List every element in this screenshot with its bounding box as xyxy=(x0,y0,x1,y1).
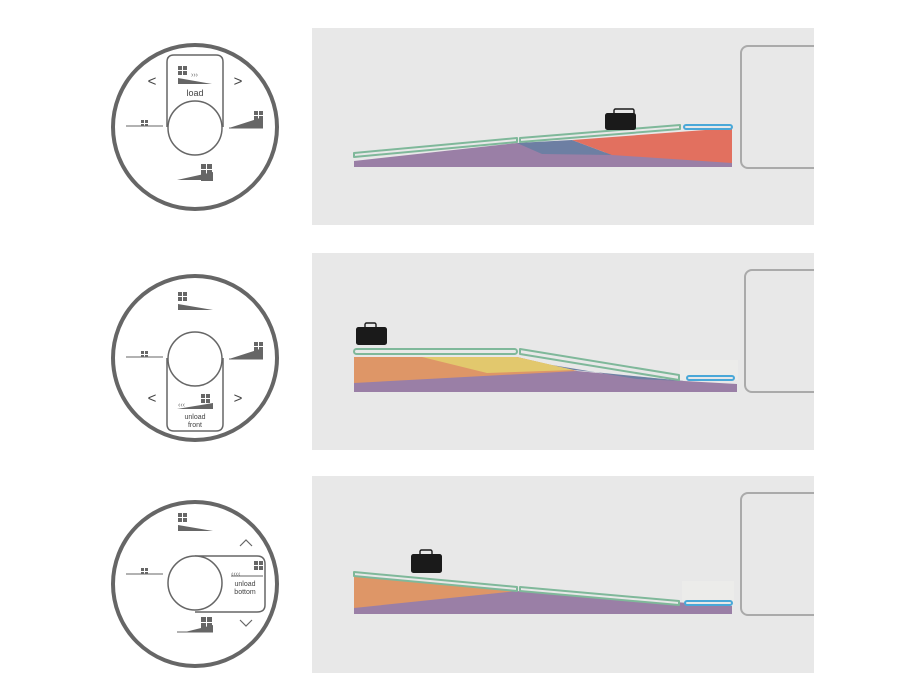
scene-panel-unload-front xyxy=(312,253,814,450)
wedge-purple-upper xyxy=(354,143,732,167)
svg-text:‹‹‹: ‹‹‹ xyxy=(178,402,186,409)
unload-left-icon[interactable] xyxy=(126,120,163,127)
container-door xyxy=(744,269,814,393)
mode-dial-load[interactable]: ››› load < > xyxy=(105,37,285,217)
dial-center-button[interactable] xyxy=(167,331,223,387)
suitcase xyxy=(411,549,442,573)
wedge-yellow xyxy=(422,357,574,373)
arrow-right[interactable]: > xyxy=(234,390,243,407)
ramp-segment-2 xyxy=(519,348,680,381)
scene-unload-bottom xyxy=(353,492,814,616)
unload-bottom-icon[interactable] xyxy=(177,164,213,181)
dial-mode-label-line2: bottom xyxy=(234,589,256,596)
row-unload-bottom: ‹‹‹‹ unload bottom xyxy=(0,450,900,675)
ramp-segment-1 xyxy=(353,571,518,592)
arrow-up[interactable] xyxy=(239,539,253,547)
unload-right-icon[interactable] xyxy=(229,111,263,129)
scene-panel-load xyxy=(312,28,814,225)
wedge-blue xyxy=(517,140,612,155)
ramp-segment-1 xyxy=(353,137,518,158)
row-unload-front: ‹‹‹ unload front < > xyxy=(0,225,900,450)
dial-mode-label-line1: unload xyxy=(234,581,255,588)
load-icon[interactable] xyxy=(178,513,213,531)
wedge-orange xyxy=(354,575,517,608)
end-plate xyxy=(684,600,733,606)
suitcase xyxy=(356,322,387,345)
ramp-segment-1 xyxy=(353,348,518,355)
unload-left-icon[interactable] xyxy=(126,568,163,575)
container-door xyxy=(740,45,814,169)
unload-right-icon[interactable] xyxy=(229,342,263,360)
dial-mode-label: load xyxy=(186,88,203,98)
container-door xyxy=(740,492,814,616)
dial-graphic: ‹‹‹ unload front < > xyxy=(111,274,279,442)
scene-load xyxy=(353,45,814,169)
dial-center-button[interactable] xyxy=(167,100,223,156)
pad-light xyxy=(682,581,734,603)
mode-dial-unload-bottom[interactable]: ‹‹‹‹ unload bottom xyxy=(105,494,285,674)
load-icon: ››› xyxy=(178,66,212,84)
ramp-segment-2 xyxy=(519,586,680,606)
suitcase xyxy=(605,108,636,130)
arrow-right[interactable]: > xyxy=(234,73,243,90)
unload-front-icon: ‹‹‹ xyxy=(177,394,213,409)
dial-mode-label-line1: unload xyxy=(184,414,205,421)
svg-text:‹‹‹‹: ‹‹‹‹ xyxy=(231,571,241,578)
row-load: ››› load < > xyxy=(0,0,900,225)
arrow-left[interactable]: < xyxy=(148,73,157,90)
arrow-down[interactable] xyxy=(239,619,253,627)
end-plate xyxy=(683,124,733,130)
arrow-left[interactable]: < xyxy=(148,390,157,407)
unload-bottom-icon: ‹‹‹‹ xyxy=(231,561,263,578)
unload-front-icon[interactable] xyxy=(177,617,213,633)
scene-panel-unload-bottom xyxy=(312,476,814,673)
mode-dial-unload-front[interactable]: ‹‹‹ unload front < > xyxy=(105,268,285,448)
svg-text:›››: ››› xyxy=(191,72,199,79)
unload-left-icon[interactable] xyxy=(126,351,163,358)
dial-graphic: ‹‹‹‹ unload bottom xyxy=(111,500,279,668)
wedge-red xyxy=(572,128,732,163)
scene-unload-front xyxy=(353,269,814,393)
load-icon[interactable] xyxy=(178,292,213,310)
dial-mode-label-line2: front xyxy=(188,422,202,429)
end-plate xyxy=(686,375,735,381)
dial-center-button[interactable] xyxy=(167,555,223,611)
dial-graphic: ››› load < > xyxy=(111,43,279,211)
